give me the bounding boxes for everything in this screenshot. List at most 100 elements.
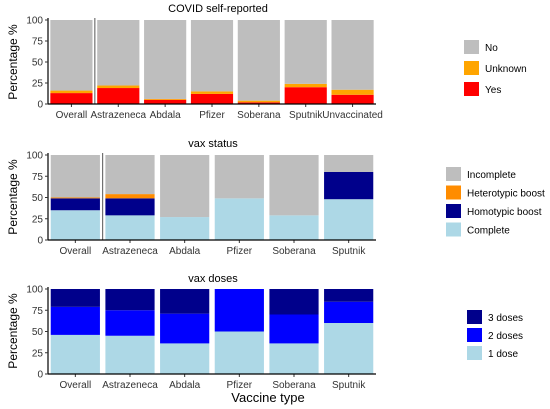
y-tick-label: 0	[37, 370, 43, 381]
bar-segment	[190, 20, 234, 92]
y-axis-title: Percentage %	[6, 293, 20, 369]
legend-swatch	[467, 346, 482, 360]
y-tick-label: 75	[32, 172, 44, 183]
x-tick-label: Astrazeneca	[90, 110, 146, 121]
bar-segment	[324, 289, 374, 302]
bar-segment	[284, 20, 327, 84]
bar-segment	[105, 289, 155, 311]
x-tick-label: Sputnik	[289, 110, 323, 121]
bar-segment	[269, 343, 319, 374]
bar-segment	[144, 98, 187, 100]
bar-segment	[50, 90, 93, 94]
y-tick-label: 0	[37, 100, 43, 111]
bar-segment	[214, 289, 264, 332]
bar-segment	[284, 87, 327, 104]
legend-label: Yes	[485, 85, 501, 96]
y-tick-label: 25	[32, 348, 44, 359]
bar-segment	[97, 20, 140, 86]
y-axis-title: Percentage %	[6, 24, 20, 100]
bar-segment	[160, 343, 210, 374]
bar-segment	[105, 310, 155, 336]
y-tick-label: 25	[32, 214, 44, 225]
bar-segment	[237, 100, 280, 103]
x-tick-label: Overall	[56, 110, 88, 121]
bar-segment	[190, 93, 234, 104]
y-tick-label: 50	[32, 327, 44, 338]
x-tick-label: Pfizer	[199, 110, 225, 121]
panel-title: COVID self-reported	[168, 3, 268, 15]
legend-swatch	[446, 222, 461, 237]
x-tick-label: Soberana	[272, 246, 316, 257]
x-tick-label: Soberana	[237, 110, 281, 121]
x-tick-label: Overall	[59, 246, 91, 257]
bar-segment	[324, 155, 374, 172]
y-tick-label: 75	[32, 37, 44, 48]
bar-segment	[50, 334, 100, 374]
bar-segment	[160, 155, 210, 218]
bar-segment	[324, 301, 374, 323]
legend-label: Complete	[467, 226, 510, 237]
legend-swatch	[446, 167, 461, 181]
panel-vax-doses: vax doses Percentage % Overall Astrazenec…	[6, 273, 523, 391]
bar-segment	[237, 20, 280, 101]
bar-segment	[331, 20, 374, 90]
bar-segment	[105, 194, 155, 199]
legend-swatch	[467, 310, 482, 324]
bar-segment	[190, 91, 234, 94]
panel-title: vax status	[188, 138, 238, 150]
legend-swatch	[464, 82, 479, 96]
bar-segment	[284, 83, 327, 88]
y-tick-label: 100	[26, 151, 43, 162]
bar-segment	[50, 155, 100, 198]
bar-segment	[214, 198, 264, 240]
y-tick-label: 0	[37, 236, 43, 247]
bar-segment	[50, 20, 93, 91]
bar-segment	[50, 93, 93, 104]
y-tick-label: 50	[32, 58, 44, 69]
x-tick-label: Abdala	[150, 110, 182, 121]
legend-label: No	[485, 43, 498, 54]
x-tick-label: Overall	[59, 380, 91, 391]
x-tick-label: Abdala	[169, 380, 201, 391]
panel-covid-self-reported: COVID self-reported Percentage % Overall…	[6, 3, 527, 121]
x-tick-label: Astrazeneca	[102, 246, 158, 257]
bar-segment	[331, 89, 374, 95]
x-tick-label: Abdala	[169, 246, 201, 257]
panel-vax-status: vax status Percentage % Overall Astrazene…	[6, 138, 545, 257]
x-tick-label: Pfizer	[227, 246, 253, 257]
bar-segment	[269, 314, 319, 344]
legend-label: Unknown	[485, 64, 527, 75]
bar-segment	[105, 155, 155, 195]
bar-segment	[269, 289, 319, 315]
legend-label: Incomplete	[467, 170, 516, 181]
legend-label: 1 dose	[488, 349, 518, 360]
bar-segment	[160, 289, 210, 314]
bar-segment	[269, 215, 319, 240]
bar-segment	[331, 94, 374, 104]
x-tick-label: Astrazeneca	[102, 380, 158, 391]
bar-segment	[324, 199, 374, 240]
bar-segment	[97, 88, 140, 104]
x-axis-title: Vaccine type	[231, 390, 304, 405]
x-tick-label: Sputnik	[332, 380, 366, 391]
x-tick-label: Pfizer	[227, 380, 253, 391]
bar-segment	[50, 198, 100, 211]
y-tick-label: 100	[26, 285, 43, 296]
bar-segment	[50, 210, 100, 240]
y-axis-title: Percentage %	[6, 159, 20, 235]
bar-segment	[97, 85, 140, 89]
bar-segment	[269, 155, 319, 216]
legend-swatch	[446, 185, 461, 200]
bar-segment	[237, 102, 280, 104]
y-tick-label: 25	[32, 79, 44, 90]
panel-title: vax doses	[188, 273, 238, 285]
legend-label: Heterotypic boost	[467, 189, 545, 200]
bar-segment	[214, 155, 264, 199]
x-tick-label: Soberana	[272, 380, 316, 391]
legend-label: 2 doses	[488, 331, 523, 342]
bar-segment	[105, 335, 155, 374]
bar-segment	[144, 99, 187, 104]
bar-segment	[160, 217, 210, 240]
bar-segment	[105, 198, 155, 216]
